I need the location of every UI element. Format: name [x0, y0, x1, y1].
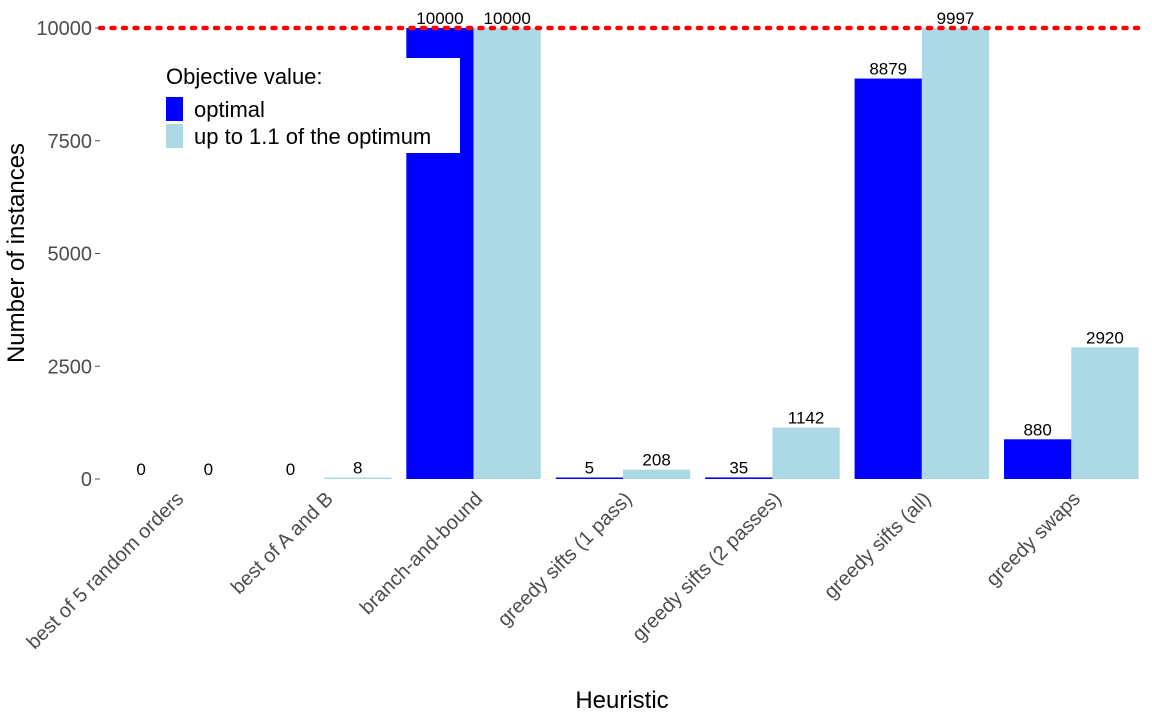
legend-label-optimal: optimal	[194, 97, 265, 122]
bar-near-optimum-1	[324, 477, 392, 479]
x-axis-title: Heuristic	[575, 687, 668, 714]
data-label-optimal-3: 5	[585, 459, 594, 478]
y-tick-label-4: 10000	[36, 18, 92, 40]
legend-label-near-optimum: up to 1.1 of the optimum	[194, 124, 431, 149]
bar-near-optimum-4	[772, 427, 840, 479]
legend-key-optimal	[166, 97, 183, 121]
y-tick-label-1: 2500	[48, 356, 93, 378]
data-label-near-optimum-2: 10000	[484, 9, 531, 28]
legend-key-near-optimum	[166, 124, 183, 148]
data-label-near-optimum-0: 0	[204, 460, 213, 479]
legend-title: Objective value:	[166, 64, 323, 89]
data-label-optimal-0: 0	[136, 460, 145, 479]
bar-optimal-4	[705, 477, 773, 479]
bar-labels-layer: 0 0 0 8 10000 10000 5 208 35 1142 8879 9997 880 2920	[136, 9, 1123, 479]
x-tick-label-5: greedy sifts (all)	[820, 488, 935, 603]
data-label-optimal-4: 35	[729, 458, 748, 477]
data-label-optimal-1: 0	[286, 460, 295, 479]
bar-optimal-6	[1004, 439, 1072, 479]
y-axis-title: Number of instances	[3, 143, 30, 363]
data-label-near-optimum-4: 1142	[788, 409, 825, 428]
data-label-optimal-5: 8879	[869, 60, 907, 79]
x-tick-label-4: greedy sifts (2 passes)	[628, 488, 786, 646]
legend-background	[160, 58, 460, 153]
data-label-near-optimum-1: 8	[353, 459, 362, 478]
data-label-near-optimum-3: 208	[642, 451, 670, 470]
bar-optimal-3	[555, 477, 623, 479]
x-tick-label-3: greedy sifts (1 pass)	[494, 488, 637, 631]
x-tick-label-0: best of 5 random orders	[23, 488, 189, 654]
data-label-near-optimum-6: 2920	[1086, 328, 1124, 347]
x-tick-label-1: best of A and B	[227, 488, 338, 599]
legend: Objective value: optimal up to 1.1 of th…	[160, 58, 460, 153]
bar-near-optimum-3	[623, 469, 691, 479]
bar-near-optimum-5	[921, 28, 990, 479]
data-label-optimal-2: 10000	[416, 9, 463, 28]
data-label-near-optimum-5: 9997	[937, 9, 975, 28]
x-tick-label-6: greedy swaps	[982, 488, 1085, 591]
y-tick-label-0: 0	[81, 469, 92, 491]
y-tick-label-2: 5000	[48, 244, 93, 266]
bar-near-optimum-6	[1071, 347, 1139, 479]
y-tick-label-3: 7500	[48, 131, 93, 153]
bars-layer	[324, 28, 1139, 479]
data-label-optimal-6: 880	[1023, 420, 1051, 439]
bar-near-optimum-2	[473, 28, 541, 479]
bar-optimal-5	[854, 78, 922, 479]
x-tick-label-2: branch-and-bound	[356, 488, 487, 619]
y-axis: 0 2500 5000 7500 10000	[36, 18, 100, 491]
